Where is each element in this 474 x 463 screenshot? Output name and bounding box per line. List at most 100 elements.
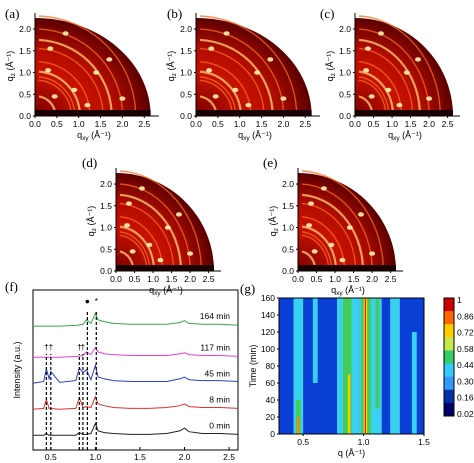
panel-label: (c) — [320, 6, 334, 21]
bragg-spot — [187, 251, 194, 256]
bragg-spot — [267, 57, 274, 62]
bragg-spot — [84, 102, 91, 108]
y-tick-label: 120 — [261, 327, 275, 337]
y-tick-label: 2.0 — [339, 24, 351, 34]
diffraction-ring — [199, 95, 217, 111]
bragg-spot — [138, 186, 145, 191]
diffraction-ring — [119, 231, 151, 266]
y-tick-label: 0.5 — [19, 89, 31, 99]
diffraction-ring — [301, 193, 364, 266]
x-tick-label: 1.5 — [405, 119, 417, 129]
colorbar-swatch — [444, 363, 454, 378]
horizon-gap — [196, 110, 312, 116]
y-axis-title: qz (Å⁻¹) — [86, 206, 98, 237]
diffraction-ring — [358, 79, 387, 111]
x-tick-label: 0.0 — [29, 119, 41, 129]
colorbar-label: 0.72 — [457, 328, 474, 338]
panel-label: (g) — [240, 281, 255, 296]
colorbar-swatch — [444, 337, 454, 351]
bragg-spot — [307, 201, 314, 206]
bragg-spot — [119, 96, 126, 101]
y-tick-label: 0.0 — [339, 111, 351, 121]
x-tick-label: 0.0 — [190, 119, 202, 129]
series-line-0-min — [33, 422, 239, 436]
x-tick-label: 1.0 — [89, 452, 101, 462]
y-tick-label: 0.0 — [282, 266, 294, 276]
diffraction-ring — [199, 76, 237, 111]
x-axis-title: qxy (Å⁻¹) — [149, 285, 183, 297]
bragg-spot — [47, 46, 54, 51]
bragg-spot — [377, 31, 384, 36]
y-axis-title: Time (min) — [248, 345, 258, 388]
y-tick-label: 1.0 — [100, 223, 112, 233]
x-tick-label: 2.0 — [116, 119, 128, 129]
diffraction-ring — [301, 183, 373, 266]
bragg-spot — [357, 212, 364, 217]
bragg-spot — [129, 249, 136, 254]
bragg-spot — [364, 46, 371, 51]
peak-marker: † — [77, 342, 82, 352]
colorbar-frame — [443, 297, 455, 417]
diffraction-ring — [199, 60, 252, 111]
diffraction-ring — [358, 76, 390, 111]
y-tick-label: 100 — [261, 344, 275, 354]
y-tick-label: 80 — [266, 361, 276, 371]
x-tick-label: 1.0 — [329, 274, 341, 284]
bragg-spot — [339, 257, 346, 263]
x-tick-label: 1.5 — [166, 274, 178, 284]
y-tick-label: 1.0 — [180, 68, 192, 78]
bragg-spot — [223, 31, 230, 36]
diffraction-ring — [301, 225, 337, 266]
contour-band — [293, 298, 304, 434]
peak-marker: ● — [85, 296, 90, 306]
bragg-spot — [245, 102, 252, 108]
y-axis-title: Intensity (a.u.) — [12, 341, 22, 398]
y-tick-label: 0.5 — [100, 244, 112, 254]
y-tick-label: 2.0 — [180, 24, 192, 34]
series-label: 164 min — [200, 311, 231, 321]
contour-peak — [347, 374, 351, 434]
bragg-spot — [403, 70, 410, 75]
diffraction-ring — [199, 38, 274, 111]
horizon-gap — [355, 110, 453, 116]
bragg-spot — [212, 94, 219, 99]
bragg-spot — [71, 87, 78, 93]
diffraction-ring — [358, 28, 430, 111]
series-label: 0 min — [209, 420, 230, 430]
diffraction-ring — [358, 95, 373, 111]
x-tick-label: 1.5 — [95, 119, 107, 129]
diffraction-ring — [199, 70, 242, 111]
diffraction-ring — [38, 79, 72, 111]
y-tick-label: 0.5 — [339, 89, 351, 99]
x-tick-label: 2.0 — [184, 274, 196, 284]
x-axis-title: qxy (Å⁻¹) — [77, 130, 111, 142]
colorbar-label: 0.16 — [457, 393, 474, 403]
bragg-spot — [280, 96, 287, 101]
x-tick-label: 1.5 — [134, 452, 146, 462]
diffraction-ring — [38, 15, 137, 111]
panel-label: (e) — [263, 155, 277, 170]
diffraction-ring — [301, 231, 333, 266]
horizon-gap — [35, 110, 151, 116]
x-tick-label: 1.5 — [256, 119, 268, 129]
panel-label: (d) — [82, 155, 97, 170]
x-tick-label: 1.0 — [358, 437, 370, 447]
diffraction-ring — [38, 76, 76, 111]
bragg-spot — [93, 70, 100, 75]
bragg-spot — [306, 223, 313, 228]
bragg-spot — [106, 57, 113, 62]
y-tick-label: 0.5 — [180, 89, 192, 99]
colorbar-label: 0.86 — [457, 311, 474, 321]
x-tick-label: 0.5 — [51, 119, 63, 129]
bragg-spot — [232, 87, 239, 93]
x-tick-label: 0.5 — [45, 452, 57, 462]
colorbar-swatch — [444, 376, 454, 391]
x-tick-label: 0.5 — [129, 274, 141, 284]
gixd-panel-a: 0.0 0.5 1.0 1.5 2.0 2.5 0.0 0.5 1.0 1.5 2.0 qxy (Å⁻… — [5, 6, 159, 142]
diffraction-ring — [119, 234, 148, 266]
bragg-spot — [164, 225, 171, 230]
y-tick-label: 1.5 — [19, 46, 31, 56]
y-tick-label: 1.5 — [282, 201, 294, 211]
x-tick-label: 2.0 — [179, 452, 191, 462]
